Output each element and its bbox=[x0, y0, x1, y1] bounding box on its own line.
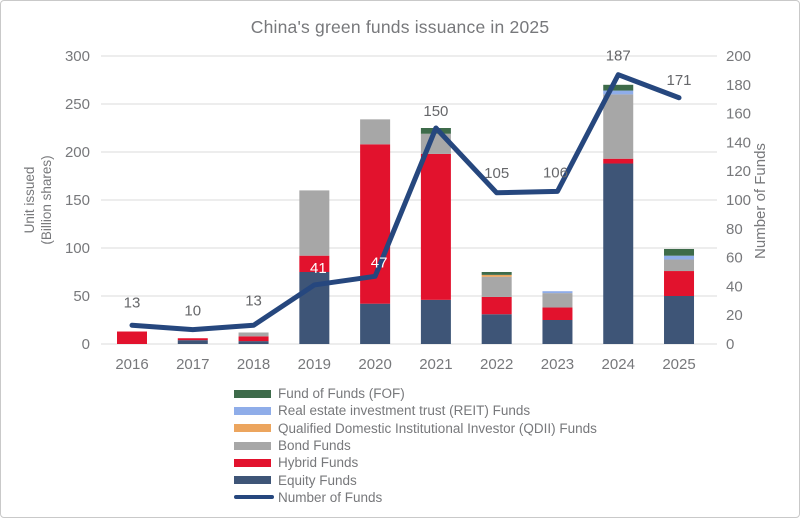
category-label: 2023 bbox=[541, 356, 574, 373]
bar-segment bbox=[664, 255, 695, 260]
data-label: 13 bbox=[124, 294, 141, 311]
bar-segment bbox=[664, 271, 695, 296]
category-label: 2016 bbox=[115, 356, 148, 373]
bar-segment bbox=[177, 338, 208, 341]
bar-segment bbox=[299, 190, 330, 256]
legend-label: Fund of Funds (FOF) bbox=[278, 386, 405, 402]
legend-label: Real estate investment trust (REIT) Fund… bbox=[278, 403, 531, 419]
bar-segment bbox=[664, 296, 695, 344]
left-axis-title: (Billion shares) bbox=[39, 155, 54, 244]
category-label: 2020 bbox=[358, 356, 391, 373]
bar-segment bbox=[664, 248, 695, 256]
left-axis-tick: 250 bbox=[65, 96, 90, 113]
left-axis-tick: 300 bbox=[65, 48, 90, 65]
bar-segment bbox=[360, 119, 391, 145]
chart-legend: Fund of Funds (FOF) Real estate investmen… bbox=[234, 385, 597, 506]
legend-color-swatch bbox=[234, 476, 271, 485]
chart-title: China's green funds issuance in 2025 bbox=[250, 17, 550, 37]
right-axis-tick: 40 bbox=[726, 278, 743, 295]
bar-segment bbox=[481, 276, 512, 297]
bar-segment bbox=[542, 291, 573, 294]
bar-segment bbox=[603, 163, 634, 344]
legend-color-swatch bbox=[234, 441, 271, 450]
bar-segment bbox=[542, 293, 573, 308]
category-label: 2021 bbox=[419, 356, 452, 373]
bar-segment bbox=[117, 331, 147, 344]
legend-row: Bond Funds bbox=[234, 437, 597, 454]
legend-label: Qualified Domestic Institutional Investo… bbox=[278, 420, 597, 436]
bar-segment bbox=[238, 336, 269, 342]
bar-segment bbox=[360, 303, 391, 344]
left-axis-tick: 50 bbox=[73, 288, 90, 305]
legend-row: Qualified Domestic Institutional Investo… bbox=[234, 420, 597, 437]
legend-label: Equity Funds bbox=[278, 472, 357, 488]
legend-row: Fund of Funds (FOF) bbox=[234, 385, 597, 402]
bar-segment bbox=[238, 332, 269, 337]
left-axis-title: Unit issued bbox=[22, 167, 37, 234]
bar-segment bbox=[177, 340, 208, 344]
category-label: 2024 bbox=[602, 356, 635, 373]
legend-row: Real estate investment trust (REIT) Fund… bbox=[234, 402, 597, 419]
legend-label: Hybrid Funds bbox=[278, 455, 359, 471]
bar-segment bbox=[603, 90, 634, 95]
bar-segment bbox=[481, 314, 512, 344]
legend-label: Number of Funds bbox=[278, 489, 383, 505]
left-axis-tick: 150 bbox=[65, 192, 90, 209]
left-axis-tick: 0 bbox=[82, 336, 90, 353]
data-label: 187 bbox=[606, 48, 631, 65]
bar-segment bbox=[603, 94, 634, 159]
bar-segment bbox=[481, 274, 512, 277]
right-axis-tick: 100 bbox=[726, 192, 751, 209]
data-label: 10 bbox=[184, 303, 201, 320]
bar-segment bbox=[481, 296, 512, 315]
left-axis-tick: 200 bbox=[65, 144, 90, 161]
category-label: 2019 bbox=[298, 356, 331, 373]
legend-color-swatch bbox=[234, 424, 271, 433]
bar-segment bbox=[603, 84, 634, 91]
right-axis-tick: 180 bbox=[726, 77, 751, 94]
bar-segment bbox=[420, 299, 451, 344]
data-label: 106 bbox=[543, 164, 568, 181]
data-label: 105 bbox=[484, 165, 509, 182]
right-axis-tick: 0 bbox=[726, 336, 734, 353]
legend-line-swatch bbox=[234, 495, 274, 500]
bar-segment bbox=[299, 255, 330, 272]
number-of-funds-line bbox=[129, 72, 682, 333]
bar-segment bbox=[481, 272, 512, 275]
right-axis-title: Number of Funds bbox=[752, 143, 769, 259]
category-label: 2018 bbox=[237, 356, 270, 373]
bar-segment bbox=[420, 153, 451, 300]
legend-row: Equity Funds bbox=[234, 471, 597, 488]
right-axis-tick: 200 bbox=[726, 48, 751, 65]
right-axis-tick: 20 bbox=[726, 307, 743, 324]
right-axis-tick: 160 bbox=[726, 106, 751, 123]
bar-segment bbox=[603, 158, 634, 164]
bar-segment bbox=[664, 259, 695, 272]
legend-color-swatch bbox=[234, 458, 271, 467]
category-label: 2022 bbox=[480, 356, 513, 373]
legend-color-swatch bbox=[234, 406, 271, 415]
right-axis-tick: 120 bbox=[726, 163, 751, 180]
data-label: 41 bbox=[310, 260, 327, 277]
legend-label: Bond Funds bbox=[278, 438, 351, 454]
bar-segment bbox=[238, 341, 269, 344]
data-label: 171 bbox=[667, 72, 692, 89]
legend-row: Hybrid Funds bbox=[234, 454, 597, 471]
right-axis-tick: 140 bbox=[726, 134, 751, 151]
category-label: 2017 bbox=[176, 356, 209, 373]
data-label: 47 bbox=[371, 254, 388, 271]
data-label: 150 bbox=[423, 103, 448, 120]
category-label: 2025 bbox=[662, 356, 695, 373]
left-axis-tick: 100 bbox=[65, 240, 90, 257]
bar-segment bbox=[542, 307, 573, 320]
data-label: 13 bbox=[245, 292, 262, 309]
legend-color-swatch bbox=[234, 389, 271, 398]
right-axis-tick: 60 bbox=[726, 250, 743, 267]
bar-segment bbox=[542, 320, 573, 344]
right-axis-tick: 80 bbox=[726, 221, 743, 238]
legend-row: Number of Funds bbox=[234, 489, 597, 506]
